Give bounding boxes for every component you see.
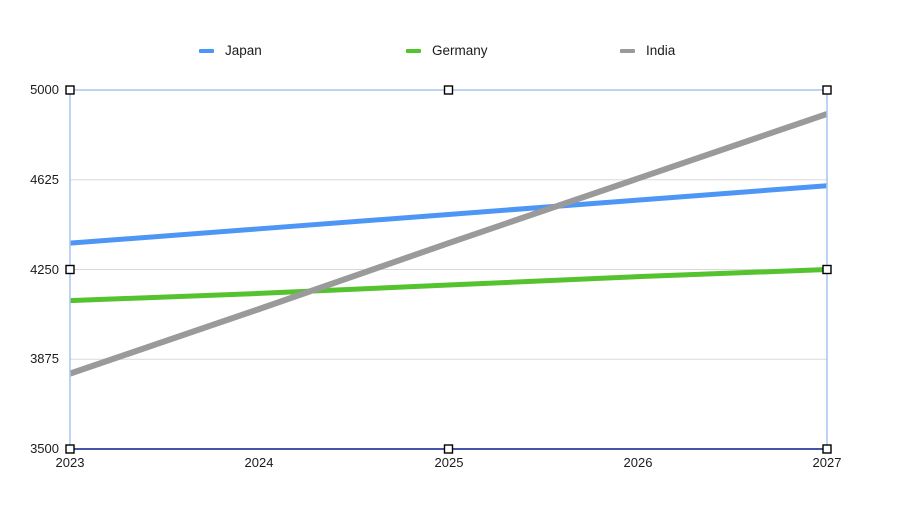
series-line-japan[interactable]: [69, 183, 828, 246]
y-axis-label: 4250: [30, 262, 59, 277]
selection-handle[interactable]: [65, 444, 75, 454]
y-axis-label: 4625: [30, 172, 59, 187]
selection-handle[interactable]: [822, 85, 832, 95]
selection-handle[interactable]: [822, 264, 832, 275]
selection-handle[interactable]: [822, 444, 832, 454]
x-axis-label: 2027: [812, 455, 842, 470]
series-line-india[interactable]: [69, 111, 828, 377]
selection-handle[interactable]: [443, 444, 454, 454]
y-axis-label: 3875: [30, 351, 59, 366]
legend-item-india[interactable]: India: [620, 43, 675, 59]
y-axis-label: 5000: [30, 82, 59, 97]
selection-handle[interactable]: [443, 85, 454, 95]
legend-item-japan[interactable]: Japan: [199, 43, 262, 59]
x-axis-label: 2026: [623, 455, 653, 470]
selection-handle[interactable]: [65, 264, 75, 275]
legend-swatch-india-icon: [620, 49, 635, 53]
legend-label-germany: Germany: [432, 43, 488, 58]
x-axis-label: 2025: [434, 455, 464, 470]
legend-label-japan: Japan: [225, 43, 262, 58]
x-axis-label: 2023: [55, 455, 85, 470]
y-axis-label: 3500: [30, 441, 59, 456]
series-line-germany[interactable]: [69, 267, 828, 304]
legend-swatch-germany-icon: [406, 49, 421, 53]
legend-label-india: India: [646, 43, 676, 58]
legend-swatch-japan-icon: [199, 49, 214, 53]
selection-handle[interactable]: [65, 85, 75, 95]
x-axis-label: 2024: [244, 455, 274, 470]
legend-item-germany[interactable]: Germany: [406, 43, 488, 59]
